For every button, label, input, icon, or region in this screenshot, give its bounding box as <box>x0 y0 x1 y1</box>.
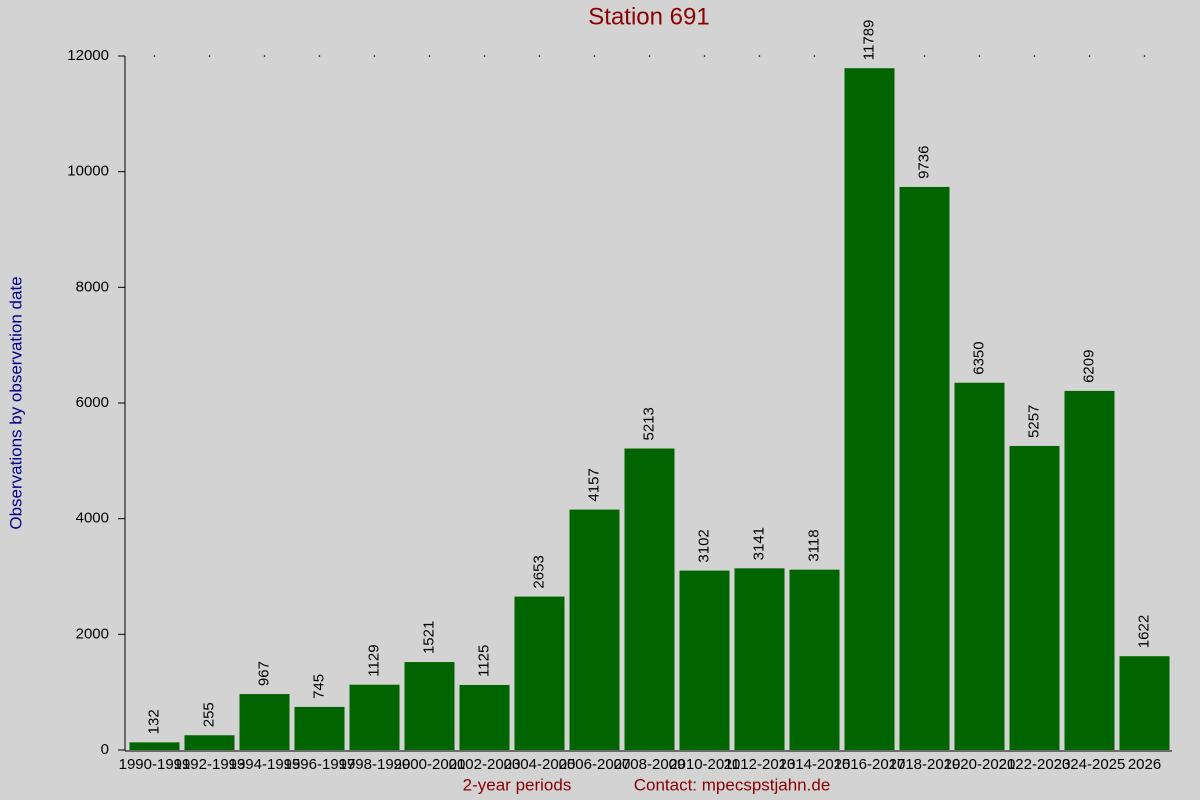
y-tick-label: 6000 <box>76 394 109 411</box>
value-label: 3118 <box>805 529 822 561</box>
bar <box>129 742 180 750</box>
y-axis-label: Observations by observation date <box>6 276 25 529</box>
y-tick-label: 10000 <box>67 163 109 180</box>
value-label: 3102 <box>695 529 712 562</box>
top-dot <box>373 55 376 57</box>
top-dot <box>1033 55 1036 57</box>
value-label: 9736 <box>915 146 932 179</box>
bar <box>954 382 1005 750</box>
y-tick-label: 2000 <box>76 625 109 642</box>
y-tick-label: 0 <box>101 741 109 758</box>
bar <box>844 68 895 751</box>
top-dot <box>703 55 706 57</box>
x-tick-label: 2022-2023 <box>999 756 1071 773</box>
value-label: 4157 <box>585 468 602 501</box>
bar <box>624 448 675 750</box>
x-tick-label: 2006-2007 <box>559 756 631 773</box>
bar <box>514 596 565 750</box>
value-label: 6350 <box>970 341 987 374</box>
y-tick-label: 8000 <box>76 278 109 295</box>
value-label: 11789 <box>860 20 877 61</box>
y-tick-label: 4000 <box>76 510 109 527</box>
x-tick-label: 2002-2003 <box>449 756 521 773</box>
value-label: 1125 <box>475 645 492 677</box>
x-tick-label: 2014-2015 <box>779 756 851 773</box>
top-dot <box>923 55 926 57</box>
bar <box>184 735 235 750</box>
bar <box>734 568 785 750</box>
x-tick-label: 1992-1993 <box>174 756 246 773</box>
top-dot <box>263 55 266 57</box>
value-label: 132 <box>145 709 162 734</box>
x-tick-label: 2018-2019 <box>889 756 961 773</box>
top-dot <box>978 55 981 57</box>
top-dot <box>153 55 156 57</box>
bar <box>404 662 455 750</box>
x-tick-label: 2008-2009 <box>614 756 686 773</box>
top-dot <box>483 55 486 57</box>
bar <box>1009 445 1060 750</box>
bar <box>789 569 840 750</box>
top-dot <box>1088 55 1091 57</box>
top-dot <box>1143 55 1146 57</box>
x-tick-label: 1996-1997 <box>284 756 356 773</box>
top-dot <box>593 55 596 57</box>
value-label: 967 <box>255 661 272 686</box>
value-label: 3141 <box>750 527 767 560</box>
bar <box>1064 390 1115 750</box>
value-label: 1622 <box>1135 615 1152 648</box>
top-dot <box>813 55 816 57</box>
x-tick-label: 1990-1991 <box>119 756 191 773</box>
x-tick-label: 1998-1999 <box>339 756 411 773</box>
x-tick-label: 1994-1995 <box>229 756 301 773</box>
value-label: 745 <box>310 674 327 699</box>
x-tick-label: 2024-2025 <box>1054 756 1126 773</box>
x-tick-label: 2004-2005 <box>504 756 576 773</box>
bar <box>349 684 400 750</box>
bar <box>294 706 345 750</box>
x-tick-label: 2010-2011 <box>669 756 740 773</box>
contact: Contact: mpecspstjahn.de <box>634 775 831 794</box>
value-label: 6209 <box>1080 350 1097 383</box>
bar <box>239 694 290 750</box>
x-axis-label: 2-year periods <box>463 775 572 794</box>
top-dot <box>648 55 651 57</box>
top-dot <box>318 55 321 57</box>
x-tick-label: 2000-2001 <box>394 756 466 773</box>
value-label: 5257 <box>1025 405 1042 438</box>
bar <box>569 509 620 750</box>
value-label: 1129 <box>365 644 382 676</box>
top-dot <box>428 55 431 57</box>
x-tick-label: 2026 <box>1128 756 1161 773</box>
value-label: 2653 <box>530 555 547 588</box>
bar <box>1119 656 1170 750</box>
x-tick-label: 2016-2017 <box>834 756 906 773</box>
bar <box>679 570 730 750</box>
x-tick-label: 2020-2021 <box>944 756 1016 773</box>
value-label: 1521 <box>420 621 437 654</box>
top-dot <box>868 55 871 57</box>
top-dot <box>758 55 761 57</box>
bar <box>899 186 950 750</box>
top-dot <box>208 55 211 57</box>
value-label: 255 <box>200 702 217 727</box>
bar <box>459 684 510 750</box>
top-dot <box>538 55 541 57</box>
value-label: 5213 <box>640 407 657 440</box>
y-tick-label: 12000 <box>67 47 109 64</box>
x-tick-label: 2012-2013 <box>724 756 796 773</box>
chart-title: Station 691 <box>588 3 709 30</box>
